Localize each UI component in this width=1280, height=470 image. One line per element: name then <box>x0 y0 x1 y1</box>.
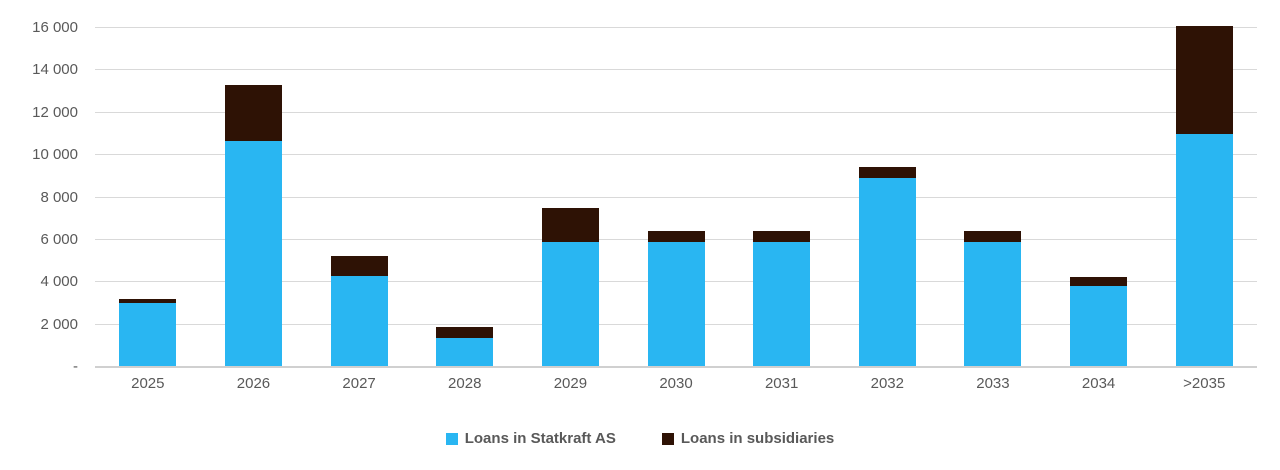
bar-column-2034 <box>1046 28 1152 367</box>
x-tick-label: 2030 <box>659 375 693 392</box>
gridline <box>95 69 1257 71</box>
bar-column-gt2035 <box>1151 25 1257 367</box>
bar-segment-loans-in-statkraft-as <box>753 242 811 367</box>
x-tick-label: 2031 <box>764 375 799 392</box>
legend-swatch-icon <box>661 432 674 445</box>
bar-segment-loans-in-statkraft-as <box>541 241 599 367</box>
bar-segment-loans-in-subsidiaries <box>1175 25 1233 134</box>
stacked-bar <box>541 208 599 367</box>
legend-label: Loans in subsidiaries <box>680 430 835 447</box>
bar-segment-loans-in-statkraft-as <box>436 338 494 367</box>
bar-segment-loans-in-statkraft-as <box>858 178 916 367</box>
bar-column-2029 <box>518 28 624 367</box>
bar-segment-loans-in-subsidiaries <box>1070 276 1128 287</box>
bar-segment-loans-in-statkraft-as <box>224 141 282 367</box>
bar-column-2033 <box>940 28 1046 367</box>
legend-swatch-icon <box>445 432 458 445</box>
bar-segment-loans-in-statkraft-as <box>964 242 1022 367</box>
bar-segment-loans-in-subsidiaries <box>858 166 916 179</box>
y-tick-label: 14 000 <box>32 61 78 79</box>
stacked-bar <box>753 231 811 367</box>
stacked-bar <box>436 326 494 367</box>
legend-label: Loans in Statkraft AS <box>464 430 616 447</box>
y-tick-label: 4 000 <box>40 273 78 291</box>
x-tick-label: >2035 <box>1183 375 1226 392</box>
bar-segment-loans-in-subsidiaries <box>647 231 705 242</box>
gridline <box>95 154 1257 156</box>
x-tick-label: 2028 <box>448 375 482 392</box>
bar-segment-loans-in-subsidiaries <box>119 299 177 304</box>
legend-item-loans-in-subsidiaries: Loans in subsidiaries <box>661 430 835 447</box>
y-tick-label: 10 000 <box>32 146 78 164</box>
x-tick-label: 2029 <box>553 375 588 392</box>
x-axis: 2025 2026 2027 2028 2029 2030 2031 2032 2033 2034… <box>95 375 1257 392</box>
legend-item-loans-in-statkraft-as: Loans in Statkraft AS <box>445 430 616 447</box>
bar-segment-loans-in-subsidiaries <box>224 85 282 142</box>
bar-segment-loans-in-subsidiaries <box>541 208 599 242</box>
chart-legend: Loans in Statkraft AS Loans in subsidiari… <box>0 430 1280 447</box>
bar-columns <box>95 25 1257 367</box>
x-axis-line <box>95 366 1257 368</box>
stacked-bar <box>330 255 388 367</box>
stacked-bar <box>119 299 177 367</box>
x-tick-label: 2025 <box>131 375 165 392</box>
x-tick-label: 2034 <box>1081 375 1116 392</box>
bar-segment-loans-in-subsidiaries <box>436 326 494 339</box>
x-tick-label: 2032 <box>870 375 904 392</box>
x-tick-label: 2026 <box>236 375 271 392</box>
bar-segment-loans-in-subsidiaries <box>753 231 811 242</box>
bar-column-2027 <box>306 28 412 367</box>
gridline <box>95 196 1257 198</box>
plot-area <box>95 25 1257 368</box>
stacked-bar <box>224 85 282 367</box>
y-axis: - 2 000 4 000 6 000 8 000 10 000 12 000 14 000 1… <box>0 19 78 375</box>
x-tick-label: 2027 <box>342 375 376 392</box>
stacked-bar <box>1175 25 1233 367</box>
y-tick-label: 16 000 <box>32 19 78 36</box>
bar-column-2025 <box>95 28 201 367</box>
x-tick-label: 2033 <box>976 375 1010 392</box>
bar-column-2026 <box>201 28 307 367</box>
stacked-bar <box>647 231 705 367</box>
stacked-bar <box>964 231 1022 367</box>
y-tick-label: 2 000 <box>40 315 78 333</box>
y-tick-label: 12 000 <box>32 103 78 121</box>
gridline <box>95 27 1257 28</box>
bar-column-2032 <box>834 28 940 367</box>
gridline <box>95 111 1257 113</box>
bar-segment-loans-in-statkraft-as <box>330 275 388 367</box>
bar-segment-loans-in-statkraft-as <box>647 242 705 367</box>
y-tick-label: 6 000 <box>40 230 78 248</box>
bar-segment-loans-in-statkraft-as <box>1175 133 1233 367</box>
bar-segment-loans-in-subsidiaries <box>964 231 1022 242</box>
y-tick-label: 8 000 <box>40 188 78 206</box>
bar-segment-loans-in-subsidiaries <box>330 255 388 276</box>
stacked-bar <box>858 166 916 367</box>
bar-column-2028 <box>412 28 518 367</box>
bar-segment-loans-in-statkraft-as <box>1070 286 1128 367</box>
bar-segment-loans-in-statkraft-as <box>119 303 177 367</box>
stacked-bar <box>1070 276 1128 367</box>
bar-column-2030 <box>623 28 729 367</box>
y-tick-label: - <box>73 358 78 375</box>
bar-column-2031 <box>729 28 835 367</box>
